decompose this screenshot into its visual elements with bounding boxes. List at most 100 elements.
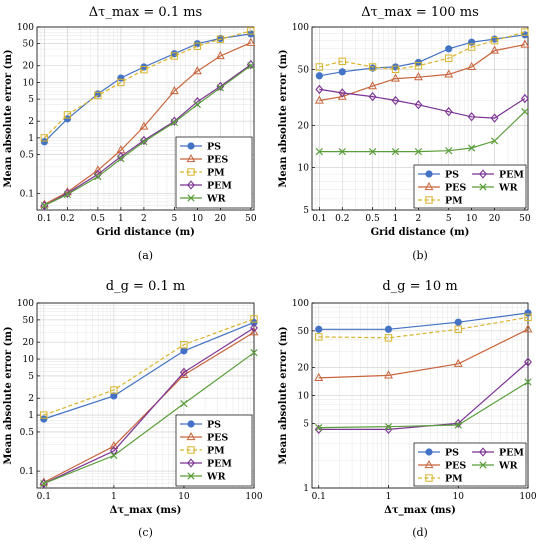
series-line-pes (318, 328, 529, 379)
legend-label: PEM (499, 448, 524, 459)
data-point-pes (169, 85, 179, 95)
data-point-pm (445, 54, 453, 62)
y-tick-label: 100 (17, 23, 34, 33)
data-point-pem (93, 169, 102, 179)
data-point-pes (413, 72, 423, 81)
series-pem (315, 84, 529, 123)
data-point-pm (94, 91, 102, 100)
series-line-ps (43, 321, 255, 420)
data-point-pes (453, 358, 463, 367)
data-point-pm (63, 111, 72, 119)
legend-marker (425, 170, 433, 178)
legend-marker (424, 459, 434, 469)
x-tick-label: 20 (489, 214, 501, 224)
data-point-pes (215, 50, 225, 60)
data-point-pes (444, 69, 454, 78)
y-tick-label: 20 (23, 62, 35, 72)
data-point-pes (109, 441, 119, 450)
x-tick-label: 100 (245, 492, 262, 502)
data-point-pes (249, 327, 259, 336)
y-tick-label: 2 (28, 394, 34, 404)
data-point-pm (247, 27, 255, 35)
chart-title: d_g = 10 m (382, 279, 457, 294)
data-point-pem (524, 357, 532, 367)
legend-label: WR (206, 194, 226, 205)
data-point-pm (315, 333, 323, 341)
data-point-wr (368, 148, 377, 156)
y-tick-label: 2 (28, 117, 34, 127)
data-point-wr (315, 148, 324, 156)
figure-caption: (a) (138, 249, 153, 262)
data-point-pm (110, 386, 118, 394)
series-line-pm (43, 30, 251, 139)
data-point-wr (490, 137, 499, 145)
data-point-wr (445, 147, 453, 155)
data-point-pem (490, 113, 499, 123)
series-ps (315, 309, 532, 333)
data-point-wr (140, 138, 148, 146)
legend-marker (425, 474, 433, 482)
legend-marker (479, 461, 487, 469)
data-point-wr (117, 155, 125, 163)
y-tick-label: 10 (23, 78, 35, 88)
x-tick-label: 0.1 (37, 492, 51, 502)
legend-marker (186, 153, 196, 163)
x-tick-label: 10 (466, 214, 478, 224)
y-tick-label: 5 (303, 206, 309, 216)
data-point-pes (520, 39, 530, 48)
series-line-pes (319, 44, 525, 102)
y-tick-label: 0.5 (20, 428, 35, 438)
y-tick-label: 1 (303, 484, 309, 494)
data-point-pes (523, 324, 533, 333)
series-line-ps (318, 312, 529, 330)
series-line-pm (43, 318, 255, 416)
y-tick-label: 0.1 (20, 467, 34, 477)
data-point-pm (384, 334, 393, 342)
data-point-pem (250, 323, 258, 333)
x-tick-label: 0.2 (60, 214, 74, 224)
chart-c: 0.1 1 10 100 0.1 0.5 1 2 5 10 20 50 100 Δτ_max (ms) Me… (3, 279, 263, 539)
legend-item-pes: PES (418, 181, 466, 194)
data-point-ps (338, 68, 346, 76)
series-pm (40, 315, 258, 419)
x-tick-label: 50 (245, 214, 257, 224)
legend-label: PS (445, 170, 459, 181)
x-tick-label: 2 (416, 214, 422, 224)
data-point-pm (193, 42, 202, 50)
data-point-pm (338, 57, 346, 66)
y-tick-label: 10 (23, 355, 35, 365)
data-point-pem (116, 151, 125, 162)
legend: PS PES PM PEM WR (413, 164, 527, 209)
x-tick-label: 0.1 (37, 214, 51, 224)
y-tick-label: 50 (298, 65, 310, 75)
y-tick-label: 0.1 (20, 189, 34, 199)
series-line-pm (319, 31, 525, 70)
x-axis-label: Δτ_max (ms) (110, 505, 182, 516)
data-point-ps (445, 45, 453, 53)
y-axis-label: Mean absolute error (m) (3, 326, 14, 464)
x-tick-label: 0.5 (91, 214, 106, 224)
data-point-pm (140, 65, 148, 74)
data-point-pem (180, 367, 188, 377)
legend-label: PEM (207, 459, 232, 470)
data-point-pm (250, 315, 258, 323)
legend-marker (425, 196, 433, 204)
x-tick-label: 1 (386, 492, 392, 502)
legend-item-pes: PES (418, 459, 466, 472)
x-tick-label: 5 (446, 214, 452, 224)
y-tick-label: 20 (298, 364, 310, 374)
x-tick-label: 10 (453, 492, 465, 502)
data-point-wr (40, 201, 49, 210)
y-tick-label: 20 (298, 121, 310, 131)
x-tick-label: 2 (141, 214, 147, 224)
legend-marker (479, 169, 487, 179)
legend-label: PM (445, 474, 463, 485)
legend-marker (187, 194, 195, 202)
data-point-pes (192, 66, 202, 75)
series-pes (39, 37, 256, 208)
data-point-ps (468, 38, 476, 46)
series-line-pm (318, 316, 529, 339)
series-wr (315, 108, 529, 156)
